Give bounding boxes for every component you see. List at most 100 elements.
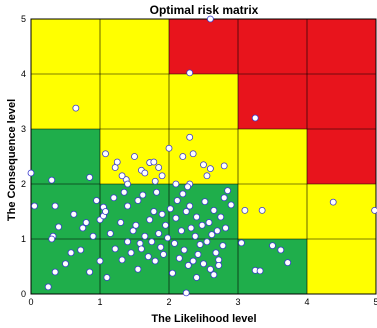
data-point bbox=[213, 227, 221, 235]
data-point bbox=[150, 158, 158, 166]
data-point bbox=[110, 194, 118, 202]
data-point bbox=[198, 221, 206, 229]
data-point bbox=[191, 232, 199, 240]
grid-lines bbox=[30, 18, 377, 295]
data-point bbox=[166, 205, 174, 213]
data-point bbox=[151, 177, 159, 185]
y-tick-label: 4 bbox=[21, 69, 26, 79]
x-tick-label: 4 bbox=[304, 297, 309, 307]
data-point bbox=[194, 250, 202, 258]
x-tick-label: 3 bbox=[235, 297, 240, 307]
data-point bbox=[51, 202, 59, 210]
data-point bbox=[158, 172, 166, 180]
y-tick-label: 1 bbox=[21, 234, 26, 244]
data-point bbox=[205, 219, 213, 226]
data-point bbox=[158, 210, 166, 218]
data-point bbox=[160, 250, 167, 258]
y-axis-label: The Consequence level bbox=[6, 99, 18, 221]
y-tick-label: 3 bbox=[21, 124, 26, 134]
data-point bbox=[180, 246, 188, 254]
data-point bbox=[27, 169, 35, 177]
data-point bbox=[329, 198, 337, 206]
data-point bbox=[86, 173, 94, 181]
data-point bbox=[227, 201, 235, 209]
data-point bbox=[146, 216, 154, 224]
data-point bbox=[269, 242, 276, 250]
data-point bbox=[212, 249, 220, 257]
data-point bbox=[127, 249, 135, 257]
x-tick-label: 0 bbox=[28, 297, 33, 307]
data-point bbox=[137, 245, 145, 253]
data-point bbox=[258, 206, 266, 214]
plot-frame bbox=[30, 18, 377, 295]
data-point bbox=[165, 144, 173, 152]
data-point bbox=[172, 214, 180, 222]
data-point bbox=[238, 239, 245, 247]
data-point bbox=[118, 256, 126, 264]
data-point bbox=[118, 172, 126, 180]
data-point bbox=[169, 269, 176, 277]
data-point bbox=[210, 271, 218, 279]
y-tick-label: 2 bbox=[21, 179, 26, 189]
zone-yellow-cell bbox=[238, 129, 307, 184]
data-point bbox=[186, 133, 194, 141]
zone-yellow-cell bbox=[31, 19, 100, 74]
data-point bbox=[219, 242, 227, 250]
zone-yellow-cell bbox=[169, 129, 238, 184]
data-point bbox=[132, 221, 140, 229]
data-point bbox=[124, 180, 131, 188]
data-point bbox=[55, 223, 62, 231]
data-point bbox=[102, 208, 109, 215]
data-point bbox=[131, 153, 138, 160]
data-point bbox=[70, 210, 78, 218]
data-point bbox=[72, 104, 80, 112]
data-point bbox=[153, 188, 160, 196]
data-point bbox=[155, 230, 163, 237]
data-point bbox=[96, 257, 104, 265]
data-point bbox=[206, 265, 214, 273]
data-point bbox=[200, 260, 207, 268]
data-point bbox=[164, 234, 172, 242]
x-tick-label: 1 bbox=[97, 297, 102, 307]
data-point bbox=[155, 164, 163, 171]
data-points bbox=[27, 15, 377, 297]
data-point bbox=[175, 254, 183, 262]
data-point bbox=[173, 197, 181, 204]
data-point bbox=[79, 224, 87, 232]
zone-red-cell bbox=[307, 19, 376, 74]
data-point bbox=[82, 219, 90, 226]
data-point bbox=[139, 191, 147, 199]
data-point bbox=[77, 246, 85, 254]
zone-yellow-cell bbox=[100, 19, 169, 74]
data-point bbox=[193, 213, 201, 221]
data-point bbox=[193, 274, 201, 281]
data-point bbox=[120, 188, 128, 196]
zone-yellow-cell bbox=[307, 239, 376, 294]
data-point bbox=[187, 224, 195, 232]
data-point bbox=[86, 268, 94, 276]
data-point bbox=[31, 202, 38, 210]
data-point bbox=[48, 235, 56, 243]
data-point bbox=[186, 69, 194, 77]
zone-red-cell bbox=[307, 74, 376, 129]
data-point bbox=[184, 261, 192, 269]
data-point bbox=[189, 150, 197, 158]
data-point bbox=[144, 253, 152, 261]
data-point bbox=[117, 219, 125, 226]
data-point bbox=[179, 190, 187, 198]
data-point bbox=[172, 180, 180, 188]
zone-yellow-cell bbox=[100, 74, 169, 129]
data-point bbox=[134, 265, 142, 273]
data-point bbox=[220, 194, 228, 202]
data-point bbox=[113, 158, 121, 166]
data-point bbox=[62, 260, 69, 268]
data-point bbox=[182, 208, 190, 215]
data-point bbox=[124, 238, 131, 246]
data-point bbox=[206, 15, 214, 23]
data-point bbox=[150, 208, 158, 215]
data-point bbox=[44, 283, 52, 291]
x-tick-label: 5 bbox=[373, 297, 377, 307]
x-tick-label: 2 bbox=[166, 297, 171, 307]
data-point bbox=[89, 232, 97, 240]
data-point bbox=[210, 206, 218, 214]
